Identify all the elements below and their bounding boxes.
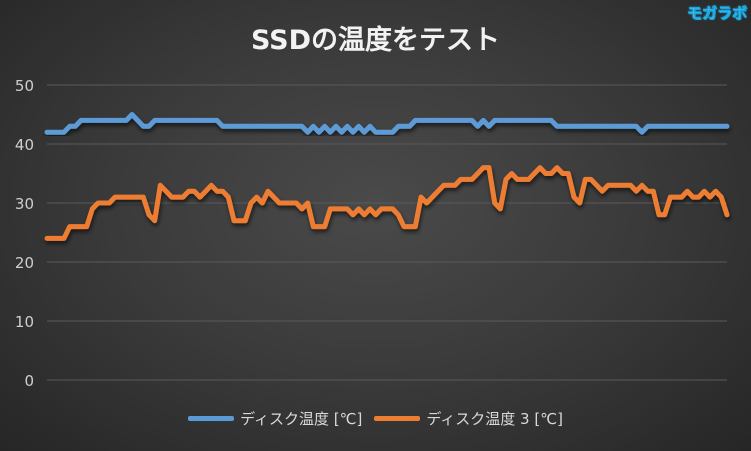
legend: ディスク温度 [℃] ディスク温度 3 [℃] — [0, 408, 751, 429]
y-tick-label: 0 — [24, 372, 34, 390]
y-tick-label: 50 — [15, 77, 34, 95]
watermark-logo: モガラボ — [686, 4, 748, 23]
y-tick-label: 20 — [15, 254, 34, 272]
y-tick-label: 10 — [15, 313, 34, 331]
legend-item-series-1: ディスク温度 [℃] — [188, 408, 362, 429]
series-line-2 — [44, 165, 730, 241]
legend-label-series-1: ディスク温度 [℃] — [240, 410, 363, 428]
chart-title: SSDの温度をテスト — [250, 25, 501, 56]
legend-swatch-series-1 — [188, 416, 235, 421]
legend-label-series-2: ディスク温度 3 [℃] — [426, 410, 563, 428]
legend-swatch-series-2 — [374, 416, 421, 421]
y-tick-label: 30 — [15, 195, 34, 213]
legend-item-series-2: ディスク温度 3 [℃] — [374, 408, 563, 429]
series-line-1 — [44, 112, 730, 135]
y-tick-label: 40 — [15, 136, 34, 154]
